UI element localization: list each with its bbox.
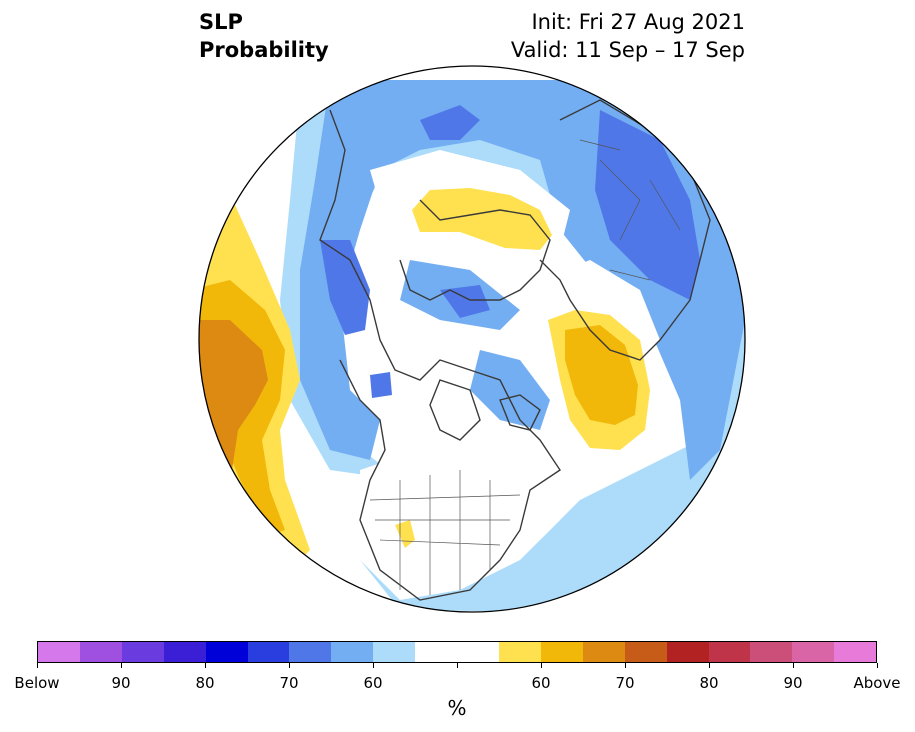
colorbar-segment xyxy=(163,642,206,662)
us-state-borders xyxy=(369,470,521,595)
forecast-info: Init: Fri 27 Aug 2021 Valid: 11 Sep – 17… xyxy=(511,8,745,64)
coastline-path-4 xyxy=(429,379,481,441)
probability-field xyxy=(199,66,745,612)
colorbar-tick-label: 90 xyxy=(111,674,131,692)
colorbar-tick-mark xyxy=(121,663,122,668)
colorbar-segment xyxy=(540,642,583,662)
below-normal-dark-alaska xyxy=(370,372,392,398)
colorbar-segment xyxy=(792,642,835,662)
colorbar-segment xyxy=(247,642,290,662)
colorbar-segment xyxy=(457,642,499,662)
colorbar-segment xyxy=(708,642,751,662)
colorbar-tick-label: 80 xyxy=(699,674,719,692)
valid-range: Valid: 11 Sep – 17 Sep xyxy=(510,38,745,62)
colorbar-tick-label: 70 xyxy=(279,674,299,692)
colorbar-tick-mark xyxy=(289,663,290,668)
below-normal-dark-north xyxy=(420,105,480,140)
colorbar-segment xyxy=(289,642,332,662)
below-normal-dark-pacific xyxy=(320,240,370,335)
coastline-path-1 xyxy=(319,109,561,601)
globe-outline xyxy=(198,65,746,613)
colorbar-tick-mark xyxy=(373,663,374,668)
colorbar-segment xyxy=(38,642,80,662)
init-date: Init: Fri 27 Aug 2021 xyxy=(531,10,745,34)
colorbar-tick-mark xyxy=(457,663,458,668)
colorbar-segment xyxy=(331,642,374,662)
colorbar-tick-label: 60 xyxy=(363,674,383,692)
colorbar-tick-mark xyxy=(793,663,794,668)
colorbar-segment xyxy=(750,642,793,662)
colorbar-tick-label: 80 xyxy=(195,674,215,692)
title-line-2: Probability xyxy=(199,38,329,62)
country-borders xyxy=(579,139,681,281)
colorbar-units: % xyxy=(447,696,467,720)
colorbar-tick-label: 90 xyxy=(783,674,803,692)
colorbar-segment xyxy=(121,642,164,662)
colorbar-tick-label: 60 xyxy=(531,674,551,692)
borders xyxy=(369,139,681,595)
coastline-path-5 xyxy=(499,394,541,431)
colorbar-segment xyxy=(582,642,625,662)
colorbar-tick-mark xyxy=(709,663,710,668)
above-normal-pacific-strong xyxy=(199,320,268,470)
colorbar-segment xyxy=(624,642,667,662)
title-line-1: SLP xyxy=(199,10,243,34)
polar-map xyxy=(198,65,746,613)
colorbar-tick-label: 70 xyxy=(615,674,635,692)
colorbar-tick-mark xyxy=(37,663,38,668)
colorbar-segment xyxy=(834,642,877,662)
map-title: SLP Probability xyxy=(199,8,329,64)
below-normal-medium-canada xyxy=(470,350,550,430)
colorbar-segment xyxy=(666,642,709,662)
colorbar-tick-label: Below xyxy=(14,674,60,692)
colorbar-tick-mark xyxy=(877,663,878,668)
colorbar-segment xyxy=(205,642,248,662)
colorbar-tick-mark xyxy=(205,663,206,668)
near-normal-beaufort xyxy=(410,325,475,385)
coastlines xyxy=(319,99,711,601)
below-normal-dark-europe xyxy=(595,110,700,300)
colorbar-segment xyxy=(415,642,458,662)
coastline-path-2 xyxy=(399,199,551,301)
below-normal-dark-arctic xyxy=(440,285,490,318)
colorbar-segment xyxy=(79,642,122,662)
colorbar-segment xyxy=(373,642,416,662)
colorbar-tick-mark xyxy=(625,663,626,668)
above-normal-atlantic-mid xyxy=(565,325,638,425)
colorbar-segment xyxy=(498,642,541,662)
above-normal-siberia xyxy=(412,188,552,250)
colorbar-tick-mark xyxy=(541,663,542,668)
probability-colorbar xyxy=(37,641,877,663)
colorbar-tick-label: Above xyxy=(853,674,901,692)
